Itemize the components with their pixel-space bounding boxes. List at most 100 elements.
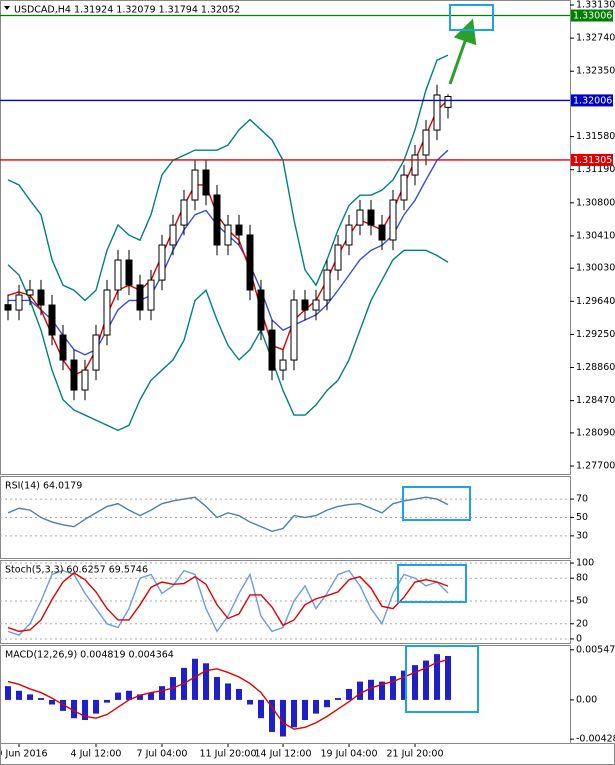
candle-body — [367, 209, 375, 226]
candle-body — [389, 199, 397, 241]
candle-body — [246, 234, 254, 291]
y-tick-label: -0.004285 — [576, 734, 615, 745]
y-tick-label: 20 — [576, 618, 588, 629]
panel-title: USDCAD,H4 1.31924 1.32079 1.31794 1.3205… — [14, 5, 240, 16]
candle-body — [169, 224, 177, 246]
x-tick-label: 29 Jun 2016 — [0, 749, 48, 760]
y-tick-label: 30 — [576, 530, 588, 541]
histogram-bar — [71, 699, 77, 719]
histogram-bar — [324, 699, 330, 708]
candle-body — [312, 299, 320, 311]
panel-title: Stoch(5,3,3) 60.6257 69.5746 — [5, 565, 148, 576]
candle-body — [48, 304, 56, 336]
y-tick-label: 1.31190 — [576, 164, 615, 175]
histogram-bar — [269, 699, 275, 732]
candle-body — [301, 299, 309, 311]
y-tick-label: 1.27700 — [576, 461, 615, 472]
indicator-line — [7, 572, 449, 633]
menu-icon — [4, 6, 10, 10]
histogram-bar — [423, 660, 429, 700]
histogram-bar — [258, 699, 264, 719]
candle-body — [92, 334, 100, 371]
candle-body — [213, 194, 221, 246]
histogram-bar — [368, 679, 374, 700]
candle-body — [81, 369, 89, 391]
histogram-bar — [192, 658, 198, 700]
candle-body — [268, 329, 276, 371]
histogram-bar — [225, 683, 231, 700]
x-tick-label: 11 Jul 20:00 — [200, 749, 257, 760]
histogram-bar — [27, 694, 33, 700]
histogram-bar — [236, 688, 242, 700]
candle-body — [411, 154, 419, 176]
candle-body — [180, 199, 188, 226]
x-tick-label: 21 Jul 20:00 — [387, 749, 444, 760]
candle-body — [103, 289, 111, 336]
x-tick-label: 4 Jul 12:00 — [71, 749, 122, 760]
indicator-line — [7, 54, 449, 302]
histogram-bar — [5, 686, 11, 700]
histogram-bar — [214, 677, 220, 700]
histogram-bar — [434, 654, 440, 700]
highlight-box — [397, 564, 467, 603]
histogram-bar — [280, 699, 286, 737]
candle-body — [422, 129, 430, 156]
level-label: 1.32006 — [573, 95, 612, 106]
histogram-bar — [412, 665, 418, 700]
y-tick-label: 1.30410 — [576, 230, 615, 241]
y-tick-label: 1.28090 — [576, 427, 615, 438]
panel-frame — [0, 0, 571, 475]
panel-title: MACD(12,26,9) 0.004819 0.004364 — [5, 650, 174, 661]
candle-body — [70, 359, 78, 391]
candle-body — [235, 224, 243, 236]
panel-title: RSI(14) 64.0179 — [5, 481, 82, 492]
candle-body — [4, 304, 12, 311]
highlight-box — [449, 4, 494, 31]
candle-body — [114, 259, 122, 291]
y-tick-label: 1.30800 — [576, 197, 615, 208]
histogram-bar — [401, 670, 407, 700]
histogram-bar — [93, 699, 99, 714]
candle-body — [257, 289, 265, 331]
x-tick-label: 14 Jul 12:00 — [255, 749, 312, 760]
histogram-bar — [335, 698, 341, 700]
level-label-box — [571, 9, 613, 22]
candle-body — [59, 334, 67, 361]
candle-body — [191, 169, 199, 201]
indicator-line — [7, 249, 449, 432]
histogram-bar — [390, 676, 396, 700]
histogram-bar — [148, 692, 154, 700]
histogram-bar — [82, 699, 88, 721]
histogram-bar — [247, 699, 253, 705]
highlight-box — [405, 645, 479, 713]
y-tick-label: 70 — [576, 494, 588, 505]
candle-body — [444, 96, 452, 108]
candle-body — [26, 289, 34, 296]
y-tick-label: 1.28860 — [576, 362, 615, 373]
histogram-bar — [357, 681, 363, 700]
candle-body — [136, 284, 144, 311]
indicator-line — [7, 569, 449, 636]
candle-body — [345, 224, 353, 246]
y-tick-label: 1.30030 — [576, 263, 615, 274]
histogram-bar — [445, 655, 451, 700]
histogram-bar — [126, 690, 132, 700]
level-label-box — [571, 94, 613, 107]
y-tick-label: 1.29640 — [576, 296, 615, 307]
y-tick-label: 80 — [576, 573, 588, 584]
candle-body — [224, 224, 232, 246]
candle-body — [147, 279, 155, 311]
candle-body — [279, 359, 287, 371]
candle-body — [356, 209, 364, 226]
candle-body — [378, 224, 386, 241]
annotation-arrow — [448, 18, 477, 85]
y-tick-label: 0.00 — [576, 694, 597, 705]
histogram-bar — [38, 698, 44, 700]
y-tick-label: 1.32740 — [576, 33, 615, 44]
histogram-bar — [203, 663, 209, 700]
candle-body — [323, 269, 331, 301]
histogram-bar — [115, 692, 121, 700]
y-tick-label: 1.33130 — [576, 0, 615, 11]
level-label: 1.33006 — [573, 11, 612, 22]
